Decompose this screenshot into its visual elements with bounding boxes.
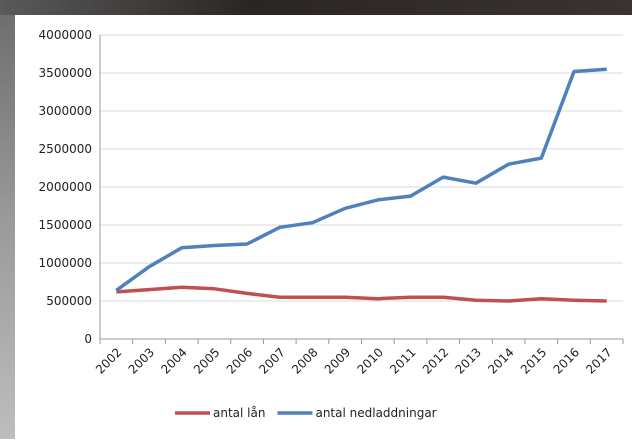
y-tick-label: 3000000 [39,104,92,118]
y-tick-label: 500000 [46,294,92,308]
legend-label: antal nedladdningar [315,406,436,420]
y-tick-label: 2000000 [39,180,92,194]
chart-panel [15,15,632,439]
y-tick-label: 3500000 [39,66,92,80]
y-tick-label: 0 [84,332,92,346]
line-series [116,285,607,303]
y-tick-label: 2500000 [39,142,92,156]
y-tick-label: 1000000 [39,256,92,270]
legend-label: antal lån [213,406,265,420]
line-series [115,67,607,292]
y-tick-label: 1500000 [39,218,92,232]
background-photo-top [0,0,632,15]
y-tick-label: 4000000 [39,28,92,42]
